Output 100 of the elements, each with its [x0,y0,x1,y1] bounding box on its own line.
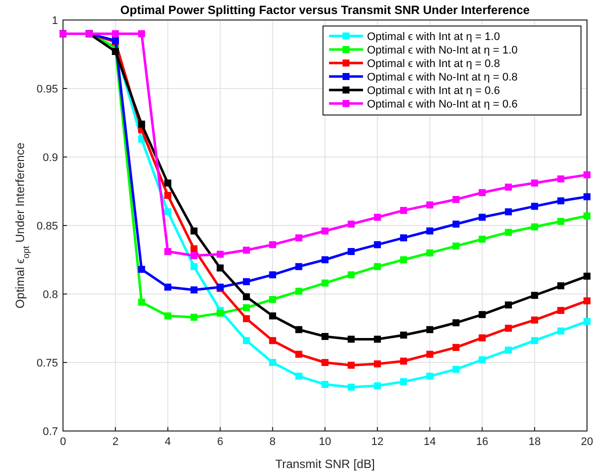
legend-label: Optimal ϵ with Int at η = 0.8 [367,58,500,70]
point [504,324,512,332]
point [138,30,146,38]
point [216,264,224,272]
point [164,192,172,199]
point [322,332,328,340]
x-tick-label: 6 [217,436,224,448]
y-tick-label: 0.95 [36,84,58,96]
y-tick-label: 0.85 [36,220,58,232]
point [242,315,250,322]
point [322,280,328,287]
point [400,358,408,365]
point [164,284,172,291]
point [374,263,381,270]
point [531,316,538,324]
point [348,248,355,256]
point [138,266,146,273]
x-tick-label: 20 [580,436,594,448]
point [348,384,355,391]
point [426,350,434,358]
point [269,296,276,303]
point [504,208,512,216]
x-tick-label: 12 [371,436,384,448]
point [269,312,276,320]
point [190,252,198,260]
point [242,293,250,300]
point [584,297,590,304]
point [584,193,590,200]
point [400,206,408,214]
point [322,256,328,264]
point [295,350,302,358]
point [138,298,146,306]
point [164,248,172,256]
legend-label: Optimal ϵ with No-Int at η = 0.8 [367,72,518,84]
point [242,304,250,312]
point [216,310,224,317]
point [348,271,355,278]
point [478,334,486,342]
point [164,312,172,320]
point [478,311,486,318]
point [426,326,434,334]
point [426,372,434,380]
point [452,319,460,326]
point [374,360,381,368]
x-tick-label: 8 [270,436,276,448]
point [452,366,460,373]
point [242,246,250,254]
point [374,382,381,390]
point [426,249,434,256]
point [164,180,172,187]
point [557,282,564,290]
point [348,336,355,343]
point [584,272,590,280]
point [478,214,486,221]
point [348,220,355,228]
point [295,372,302,380]
point [504,184,512,191]
point [322,380,328,388]
point [269,241,276,248]
legend-label: Optimal ϵ with Int at η = 0.6 [367,85,500,97]
point [400,234,408,242]
y-tick-label: 0.9 [42,152,58,164]
point [190,227,198,234]
point [190,286,198,294]
point [452,220,460,228]
x-axis-title: Transmit SNR [dB] [275,457,375,471]
point [295,326,302,334]
point [400,256,408,264]
point [426,201,434,208]
point [269,337,276,344]
point [584,171,590,178]
point [584,212,590,220]
point [504,346,512,354]
x-tick-label: 16 [476,436,488,448]
point [478,356,486,364]
x-tick-label: 2 [112,436,118,448]
point [138,120,146,128]
point [557,327,564,334]
x-tick-label: 10 [318,436,332,448]
point [531,337,538,344]
point [557,306,564,314]
point [216,250,224,258]
point [504,228,512,236]
y-tick-label: 1 [52,15,58,27]
point [531,223,538,230]
x-tick-label: 14 [424,436,436,448]
legend-label: Optimal ϵ with Int at η = 1.0 [367,31,500,43]
point [242,337,250,344]
point [112,30,119,38]
point [295,234,302,242]
chart-title: Optimal Power Splitting Factor versus Transmit SNR Under Interference [120,3,530,17]
legend-label: Optimal ϵ with No-Int at η = 0.6 [367,98,518,110]
point [531,180,538,187]
x-tick-label: 4 [164,436,171,448]
point [531,292,538,299]
point [269,271,276,278]
point [400,332,408,339]
point [452,344,460,351]
point [322,359,328,366]
point [348,362,355,369]
